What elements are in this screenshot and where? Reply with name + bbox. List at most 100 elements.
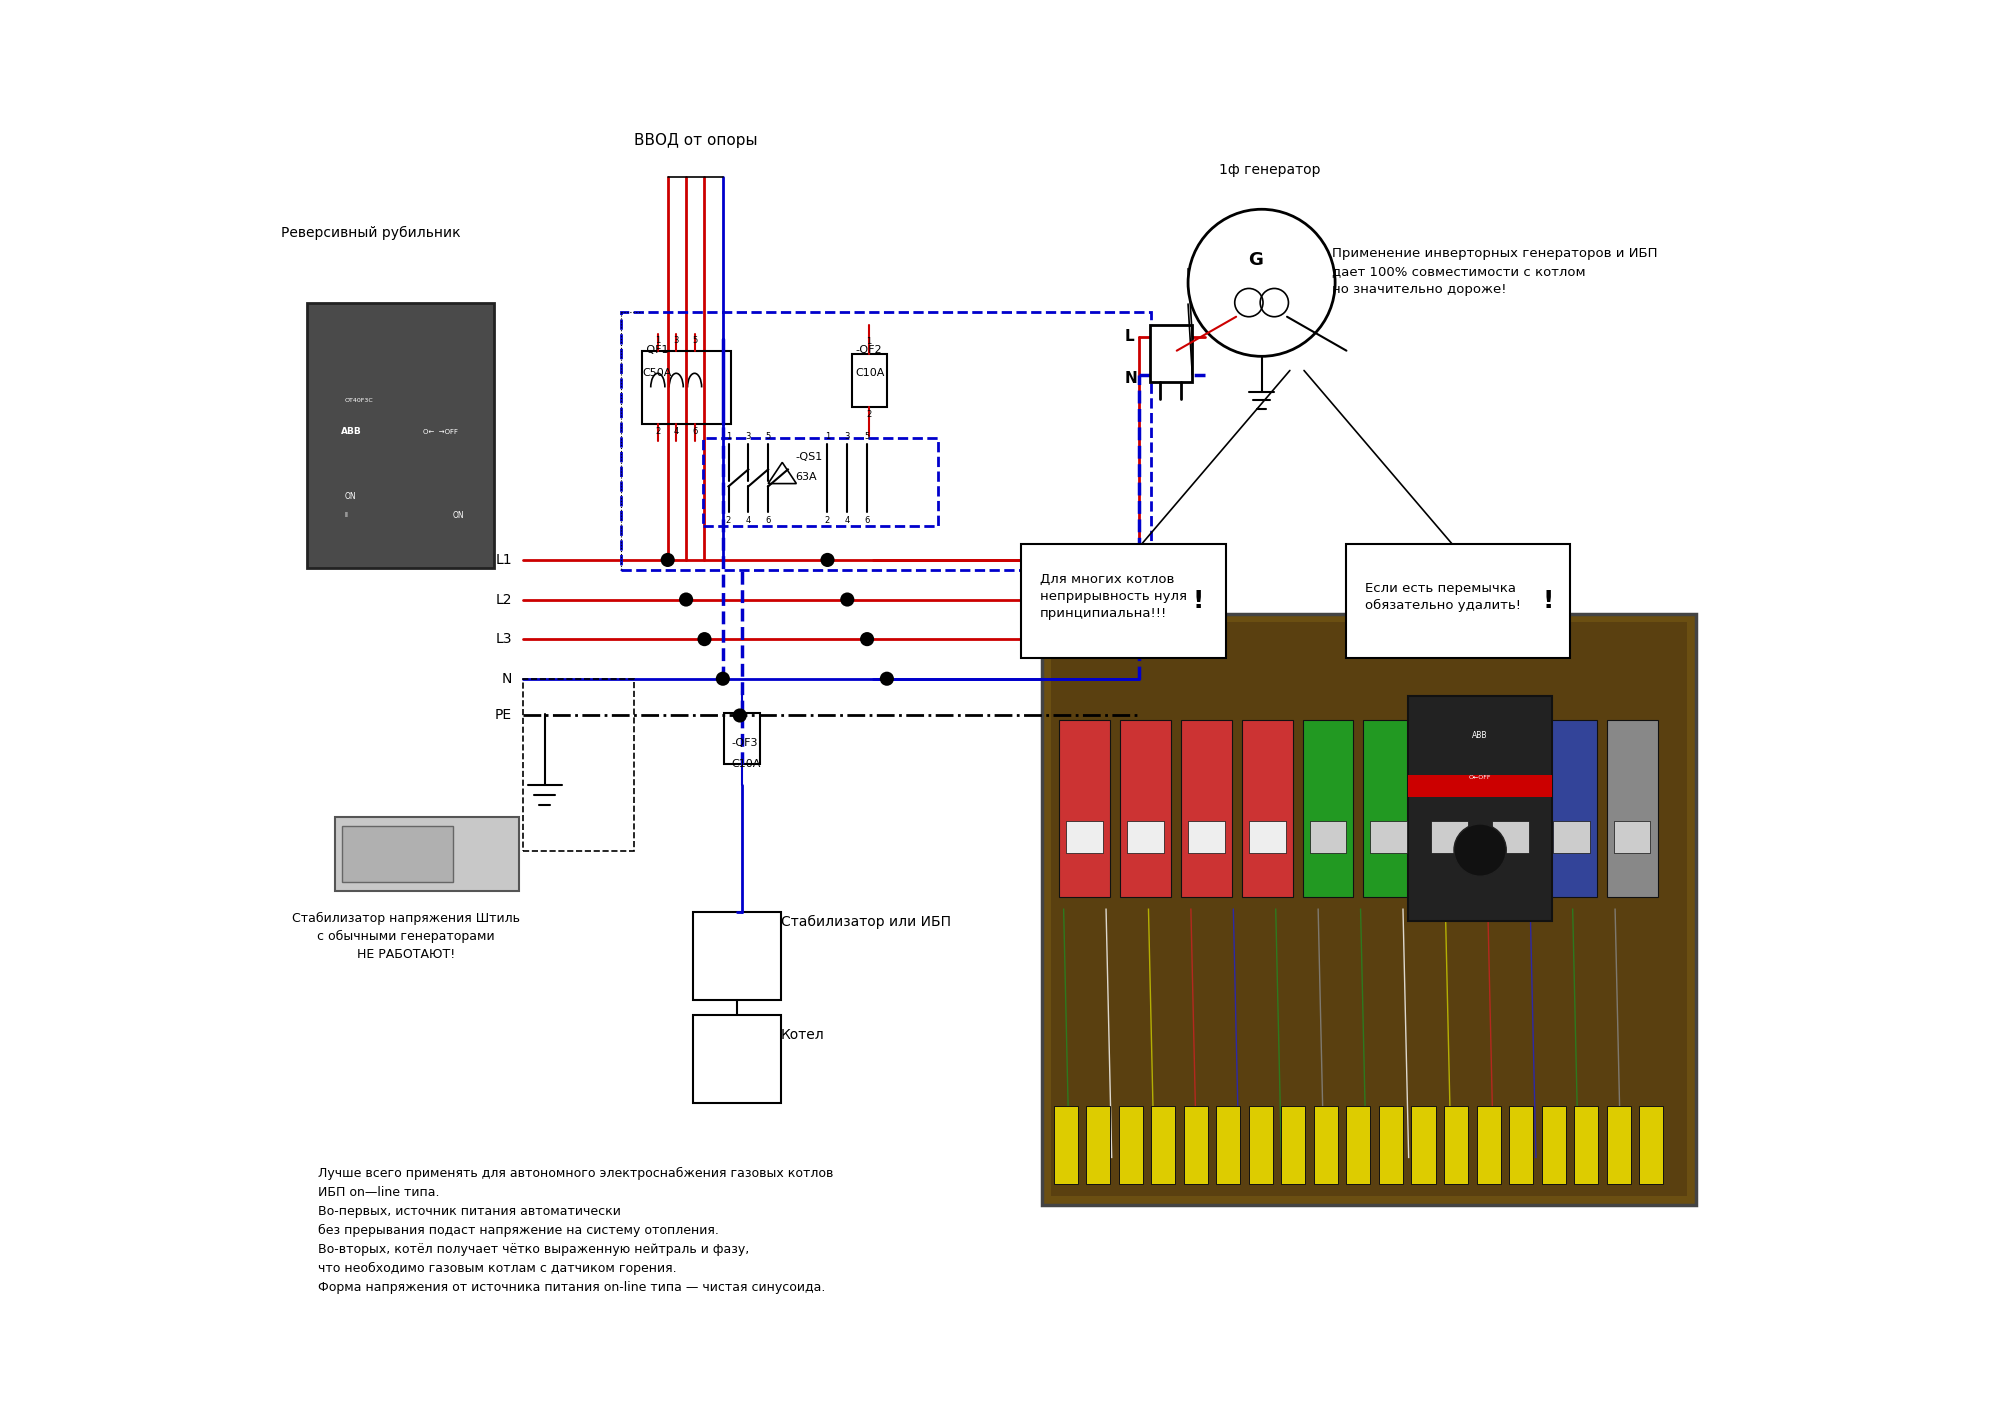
Circle shape — [660, 553, 674, 567]
Bar — [1314, 1106, 1338, 1184]
Text: !: ! — [1192, 590, 1204, 612]
Bar — [694, 912, 780, 1000]
Text: Стабилизатор или ИБП: Стабилизатор или ИБП — [780, 915, 950, 929]
Text: C50A: C50A — [642, 368, 672, 378]
Text: 1: 1 — [726, 433, 732, 441]
Bar — [1476, 1106, 1500, 1184]
Text: II: II — [344, 512, 348, 519]
Text: OT40F3C: OT40F3C — [344, 399, 374, 403]
Text: 4: 4 — [746, 516, 750, 525]
Text: 3: 3 — [746, 433, 750, 441]
Text: L1: L1 — [496, 553, 512, 567]
Bar — [852, 354, 886, 407]
Circle shape — [680, 592, 694, 607]
Text: 2: 2 — [824, 516, 830, 525]
Circle shape — [412, 307, 438, 332]
Bar — [524, 679, 634, 851]
Bar — [704, 438, 938, 526]
Text: N: N — [502, 672, 512, 686]
Bar — [308, 417, 494, 447]
Bar — [1128, 822, 1164, 853]
Bar — [1180, 720, 1232, 898]
Bar — [1614, 822, 1650, 853]
Text: L: L — [1124, 329, 1134, 344]
Text: 4: 4 — [844, 516, 850, 525]
Bar — [1408, 697, 1552, 921]
Circle shape — [462, 539, 486, 564]
Bar — [1546, 720, 1596, 898]
Bar — [1216, 1106, 1240, 1184]
Bar — [1640, 1106, 1664, 1184]
Text: !: ! — [1542, 590, 1554, 612]
Circle shape — [314, 539, 340, 564]
Text: 63А: 63А — [794, 472, 816, 482]
Circle shape — [364, 539, 388, 564]
Text: 6: 6 — [864, 516, 870, 525]
Bar — [1060, 720, 1110, 898]
Circle shape — [314, 307, 340, 332]
Text: C10A: C10A — [856, 368, 886, 378]
Circle shape — [1188, 209, 1336, 356]
Bar — [1302, 720, 1354, 898]
Bar — [336, 817, 520, 891]
Text: Для многих котлов
неприрывность нуля
принципиальна!!!: Для многих котлов неприрывность нуля при… — [1040, 573, 1186, 621]
Bar — [1552, 822, 1590, 853]
Bar — [1248, 1106, 1272, 1184]
Bar — [1492, 822, 1528, 853]
Text: 3: 3 — [844, 433, 850, 441]
Text: 6: 6 — [766, 516, 770, 525]
Bar — [1408, 775, 1552, 797]
Text: 2: 2 — [866, 410, 872, 419]
Bar — [1086, 1106, 1110, 1184]
Bar — [1150, 325, 1192, 382]
Bar — [1152, 1106, 1176, 1184]
Bar — [694, 1015, 780, 1103]
Bar — [1364, 720, 1414, 898]
Bar — [1346, 544, 1570, 658]
Circle shape — [370, 444, 446, 518]
Bar — [1606, 1106, 1630, 1184]
Bar — [724, 713, 760, 764]
Bar — [1346, 1106, 1370, 1184]
Text: L3: L3 — [496, 632, 512, 646]
Text: -QF3: -QF3 — [732, 738, 758, 748]
Bar — [1118, 1106, 1142, 1184]
Bar — [1370, 822, 1408, 853]
Text: -QF2: -QF2 — [856, 345, 882, 355]
Bar — [1432, 822, 1468, 853]
Bar — [1054, 1106, 1078, 1184]
Bar — [1050, 622, 1688, 1196]
Bar — [1542, 1106, 1566, 1184]
Text: 2: 2 — [726, 516, 732, 525]
Text: Лучше всего применять для автономного электроснабжения газовых котлов
ИБП on—lin: Лучше всего применять для автономного эл… — [318, 1167, 834, 1294]
Text: 1: 1 — [824, 433, 830, 441]
Circle shape — [412, 539, 438, 564]
Text: O←  →OFF: O← →OFF — [422, 428, 458, 434]
Text: 3: 3 — [674, 337, 678, 345]
Bar — [1574, 1106, 1598, 1184]
Bar — [1606, 720, 1658, 898]
Text: ABB: ABB — [340, 427, 362, 436]
Bar — [1378, 1106, 1402, 1184]
Text: Стабилизатор напряжения Штиль
с обычными генераторами
НЕ РАБОТАЮТ!: Стабилизатор напряжения Штиль с обычными… — [292, 912, 520, 962]
Circle shape — [476, 840, 506, 868]
Text: 5: 5 — [864, 433, 870, 441]
Circle shape — [364, 307, 388, 332]
Bar — [1042, 614, 1696, 1205]
Text: -QF1: -QF1 — [642, 345, 668, 355]
Circle shape — [880, 672, 894, 686]
Bar — [1310, 822, 1346, 853]
Text: ABB: ABB — [1472, 731, 1488, 740]
Circle shape — [820, 553, 834, 567]
Bar — [1120, 720, 1172, 898]
Text: O←OFF: O←OFF — [1468, 775, 1492, 781]
Bar — [1242, 720, 1292, 898]
Bar — [308, 303, 494, 568]
Text: N: N — [1124, 372, 1138, 386]
Circle shape — [498, 847, 512, 861]
Circle shape — [1454, 824, 1506, 877]
Bar — [1022, 544, 1226, 658]
Bar — [1184, 1106, 1208, 1184]
Bar — [1066, 822, 1104, 853]
Text: L2: L2 — [496, 592, 512, 607]
